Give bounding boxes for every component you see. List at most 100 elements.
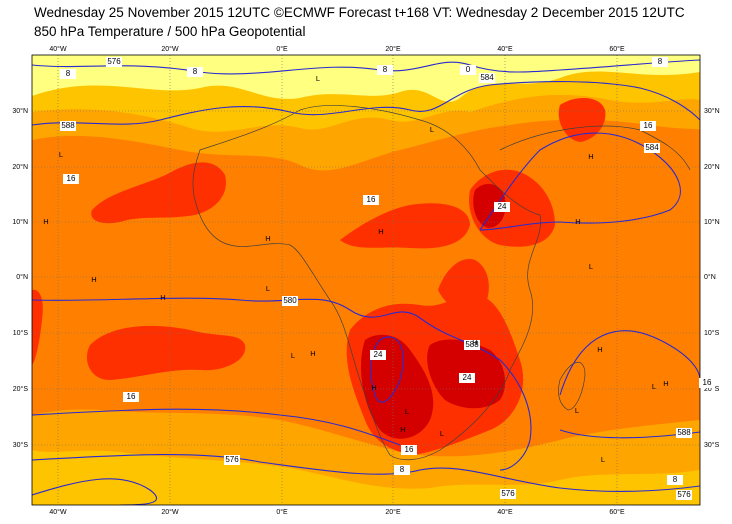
lon-label-top: 40°W — [49, 45, 67, 53]
contour-label: 588 — [61, 121, 75, 130]
lat-label-right: 0°N — [704, 273, 716, 281]
lat-label-right: 30°S — [704, 441, 720, 449]
contour-label: 16 — [367, 195, 376, 204]
contour-label: 16 — [67, 174, 76, 183]
contour-label-bg — [459, 373, 475, 383]
lon-label-bottom: 40°W — [49, 508, 67, 516]
contour-label: 588 — [465, 340, 479, 349]
lat-label-right: 20°S — [704, 385, 720, 393]
lat-label-left: 10°S — [13, 329, 29, 337]
pressure-center: L — [405, 407, 409, 416]
contour-label-bg — [667, 475, 683, 485]
pressure-center: H — [663, 379, 668, 388]
lon-label-bottom: 0°E — [276, 508, 288, 516]
pressure-center: H — [43, 217, 48, 226]
contour-label-bg — [282, 296, 298, 306]
contour-label: 584 — [480, 73, 494, 82]
contour-label-bg — [676, 428, 692, 438]
contour-label-bg — [60, 69, 76, 79]
pressure-center: L — [589, 262, 593, 271]
pressure-center: L — [291, 351, 295, 360]
contour-label-bg — [460, 65, 476, 75]
pressure-center: L — [575, 406, 579, 415]
contour-label-bg — [63, 174, 79, 184]
lon-label-top: 20°W — [161, 45, 179, 53]
contour-label-bg — [500, 489, 516, 499]
pressure-center: H — [400, 425, 405, 434]
lat-label-left: 0°N — [16, 273, 28, 281]
contour-label: 0 — [466, 65, 471, 74]
contour-label-bg — [106, 57, 122, 67]
contour-label-bg — [60, 121, 76, 131]
contour-label-bg — [494, 202, 510, 212]
contour-label: 8 — [383, 65, 388, 74]
contour-label: 24 — [374, 350, 383, 359]
pressure-center: L — [59, 150, 63, 159]
lat-label-right: 10°S — [704, 329, 720, 337]
pressure-center: L — [266, 284, 270, 293]
map-frame — [31, 54, 701, 506]
lat-label-left: 20°S — [13, 385, 29, 393]
contour-label-bg — [652, 57, 668, 67]
contour-label: 16 — [127, 392, 136, 401]
pressure-center: L — [652, 382, 656, 391]
contour-label: 8 — [400, 465, 405, 474]
lat-label-right: 10°N — [704, 218, 720, 226]
pressure-center: L — [440, 429, 444, 438]
contour-label: 8 — [673, 475, 678, 484]
contour-label-bg — [377, 65, 393, 75]
pressure-center: L — [430, 125, 434, 134]
contour-label-bg — [464, 340, 480, 350]
contour-label: 16 — [703, 378, 712, 387]
lon-label-top: 0°E — [276, 45, 288, 53]
contour-label-bg — [401, 445, 417, 455]
pressure-center: H — [597, 345, 602, 354]
lon-label-bottom: 20°W — [161, 508, 179, 516]
contour-label: 24 — [498, 202, 507, 211]
lon-label-top: 60°E — [609, 45, 625, 53]
contour-label-bg — [363, 195, 379, 205]
contour-label: 576 — [107, 57, 121, 66]
contour-label-bg — [123, 392, 139, 402]
lon-label-top: 20°E — [385, 45, 401, 53]
temperature-field — [32, 55, 700, 505]
contour-label-bg — [640, 121, 656, 131]
contour-label-bg — [187, 67, 203, 77]
title-line-1: Wednesday 25 November 2015 12UTC ©ECMWF … — [34, 5, 685, 20]
lat-label-left: 30°N — [12, 107, 28, 115]
lat-label-right: 20°N — [704, 163, 720, 171]
pressure-center: L — [316, 74, 320, 83]
contour-label: 580 — [283, 296, 297, 305]
contour-label: 8 — [658, 57, 663, 66]
contour-label-bg — [224, 455, 240, 465]
lat-label-left: 30°S — [13, 441, 29, 449]
lat-label-right: 30°N — [704, 107, 720, 115]
lat-label-left: 20°N — [12, 163, 28, 171]
contour-label: 576 — [225, 455, 239, 464]
contour-label-bg — [370, 350, 386, 360]
title-line-2: 850 hPa Temperature / 500 hPa Geopotenti… — [34, 24, 305, 39]
contour-label-bg — [394, 465, 410, 475]
lon-label-bottom: 60°E — [609, 508, 625, 516]
lon-label-bottom: 40°E — [497, 508, 513, 516]
lon-label-bottom: 20°E — [385, 508, 401, 516]
pressure-center: H — [575, 217, 580, 226]
pressure-center: H — [371, 383, 376, 392]
contour-label-bg — [699, 378, 715, 388]
pressure-center: H — [588, 152, 593, 161]
pressure-center: H — [378, 227, 383, 236]
contour-label: 16 — [644, 121, 653, 130]
contour-label: 16 — [405, 445, 414, 454]
pressure-center: H — [91, 275, 96, 284]
contour-label: 576 — [677, 490, 691, 499]
pressure-center: H — [472, 338, 477, 347]
pressure-center: L — [601, 455, 605, 464]
contour-label-bg — [676, 490, 692, 500]
pressure-center: H — [265, 234, 270, 243]
pressure-center: H — [310, 349, 315, 358]
contour-label-bg — [479, 73, 495, 83]
contour-label: 588 — [677, 428, 691, 437]
contour-label: 24 — [463, 373, 472, 382]
